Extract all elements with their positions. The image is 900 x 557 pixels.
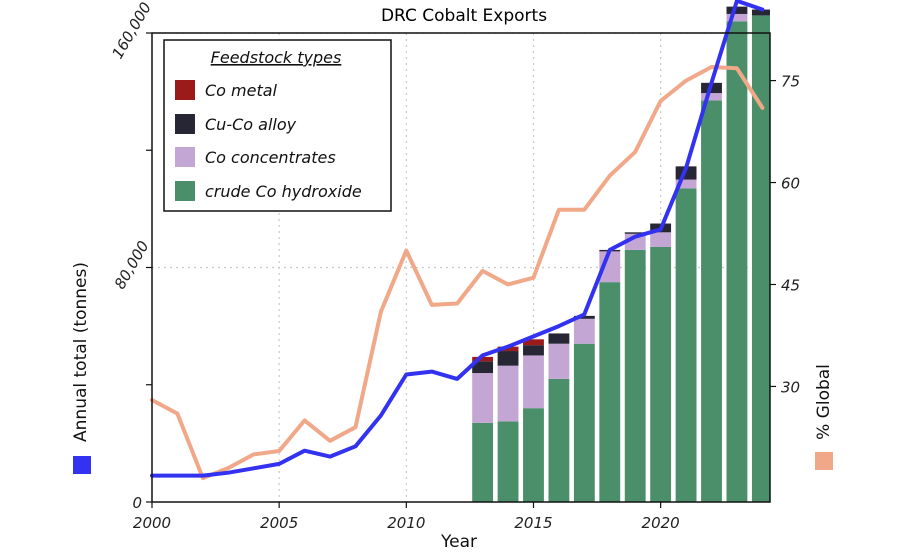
y2-tick-label: 45 xyxy=(781,276,800,294)
stacked-bars xyxy=(472,6,770,503)
y2-tick-label: 75 xyxy=(781,73,800,91)
bar-segment-crude-co-hydroxide-2020 xyxy=(650,246,672,502)
legend-box xyxy=(163,39,392,212)
legend-swatch-crude-co-hydroxide xyxy=(175,181,195,201)
bar-segment-co-concentrates-2017 xyxy=(573,318,595,344)
y-tick-label: 0 xyxy=(132,494,142,512)
bar-segment-co-concentrates-2015 xyxy=(523,355,544,409)
chart-title: DRC Cobalt Exports xyxy=(381,6,547,26)
bar-segment-crude-co-hydroxide-2016 xyxy=(548,378,570,502)
bar-segment-co-concentrates-2013 xyxy=(472,373,494,423)
legend-label-co-metal: Co metal xyxy=(205,81,278,100)
legend-label-crude-co-hydroxide: crude Co hydroxide xyxy=(205,182,362,201)
bar-segment-co-concentrates-2021 xyxy=(675,179,697,189)
legend: Feedstock types Co metal Cu-Co alloy Co … xyxy=(163,39,392,212)
bar-segment-cu-co-alloy-2019 xyxy=(624,232,646,234)
y2-axis-label: % Global xyxy=(814,364,834,440)
bar-segment-cu-co-alloy-2023 xyxy=(726,6,748,14)
bar-segment-cu-co-alloy-2016 xyxy=(548,333,570,344)
x-tick-label: 2015 xyxy=(514,514,552,532)
x-tick-label: 2005 xyxy=(260,514,298,532)
x-tick-label: 2020 xyxy=(642,514,680,532)
bar-segment-co-concentrates-2020 xyxy=(650,232,672,247)
y2-tick-label: 30 xyxy=(781,378,800,396)
annual-total-line xyxy=(150,0,765,478)
bar-segment-crude-co-hydroxide-2017 xyxy=(573,343,595,502)
y-axis-color-key xyxy=(73,456,91,474)
y2-axis-color-key xyxy=(815,452,833,470)
y-axis-label: Annual total (tonnes) xyxy=(71,262,91,442)
x-tick-label: 2010 xyxy=(387,514,425,532)
bar-segment-cu-co-alloy-2015 xyxy=(523,345,544,356)
bar-segment-crude-co-hydroxide-2021 xyxy=(675,188,697,502)
legend-label-co-concentrates: Co concentrates xyxy=(205,148,336,167)
x-axis-label: Year xyxy=(440,532,477,552)
x-tick-label: 2000 xyxy=(133,514,171,532)
bar-segment-crude-co-hydroxide-2023 xyxy=(726,21,748,503)
global-share-line xyxy=(150,65,765,481)
bar-segment-co-concentrates-2014 xyxy=(497,365,519,422)
bar-segment-crude-co-hydroxide-2015 xyxy=(523,408,544,502)
bar-segment-crude-co-hydroxide-2018 xyxy=(599,282,621,502)
bar-segment-cu-co-alloy-2013 xyxy=(472,361,494,374)
y-tick-label: 160,000 xyxy=(108,0,155,62)
bar-segment-co-concentrates-2022 xyxy=(701,93,722,101)
bar-segment-cu-co-alloy-2017 xyxy=(573,315,595,319)
bar-segment-crude-co-hydroxide-2013 xyxy=(472,422,494,502)
legend-title: Feedstock types xyxy=(211,48,342,67)
bar-segment-co-metal-2015 xyxy=(523,339,544,346)
bar-segment-crude-co-hydroxide-2024 xyxy=(751,15,770,502)
bar-segment-crude-co-hydroxide-2022 xyxy=(701,100,722,502)
legend-swatch-co-concentrates xyxy=(175,147,195,167)
series-lines xyxy=(150,0,765,481)
bar-segment-co-metal-2014 xyxy=(497,346,519,352)
y-tick-label: 80,000 xyxy=(111,238,153,292)
bar-segment-co-concentrates-2023 xyxy=(726,13,748,22)
legend-swatch-co-metal xyxy=(175,80,195,100)
bar-segment-co-metal-2013 xyxy=(472,356,494,362)
legend-swatch-cu-co-alloy xyxy=(175,114,195,134)
bar-segment-crude-co-hydroxide-2019 xyxy=(624,249,646,502)
bar-segment-cu-co-alloy-2014 xyxy=(497,351,519,366)
bar-segment-co-concentrates-2016 xyxy=(548,343,570,379)
y2-tick-label: 60 xyxy=(781,175,800,193)
bar-segment-crude-co-hydroxide-2014 xyxy=(497,421,519,502)
legend-label-cu-co-alloy: Cu-Co alloy xyxy=(205,115,297,134)
bar-segment-cu-co-alloy-2024 xyxy=(751,9,770,16)
